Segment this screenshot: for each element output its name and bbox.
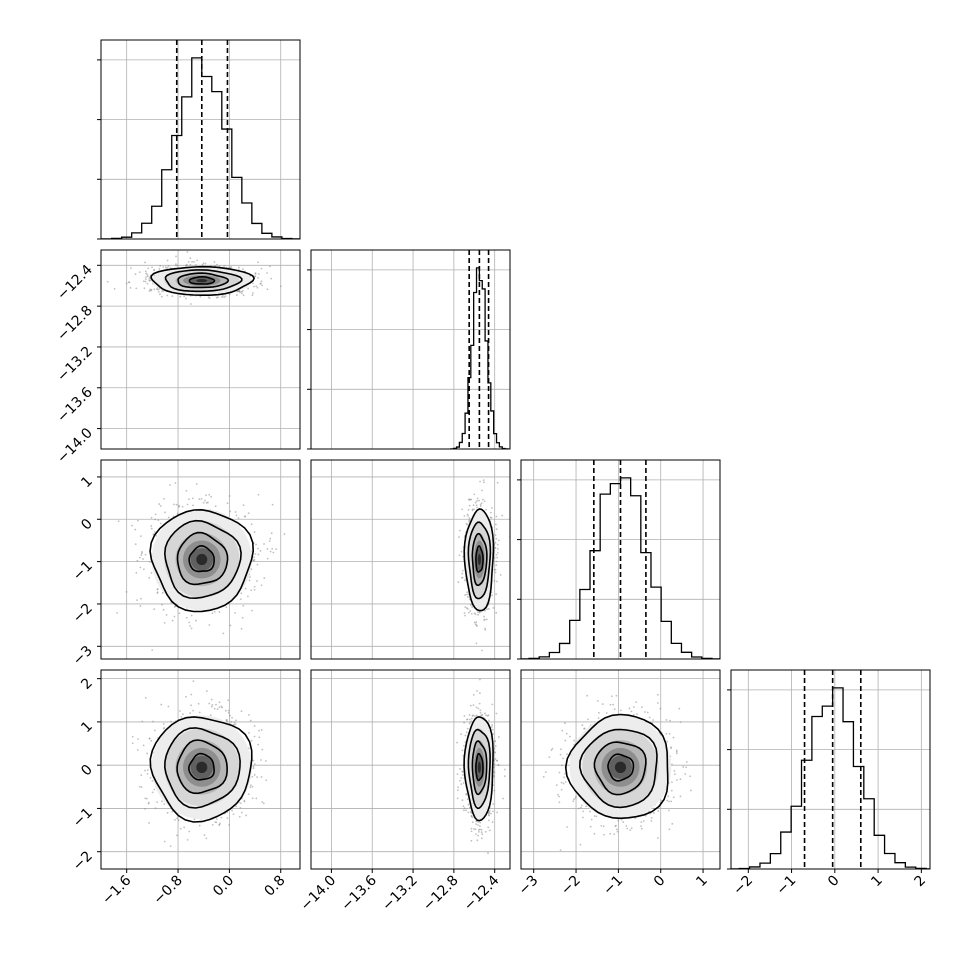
y-tick-label: 0 xyxy=(78,762,96,780)
x-tick-label: −3 xyxy=(516,873,542,899)
panel-frame xyxy=(520,459,721,660)
x-tick-label: 0 xyxy=(651,873,669,891)
y-tick-label: 1 xyxy=(78,473,96,491)
panel-frame xyxy=(100,39,301,240)
x-tick-label: 2 xyxy=(912,873,930,891)
histogram-panel-1 xyxy=(307,249,511,450)
x-tick-label: −1 xyxy=(773,873,799,899)
x-tick-label: −0.8 xyxy=(151,873,186,908)
y-tick-label: 0 xyxy=(78,516,96,534)
scatter-panel-1-3: −14.0 −13.6 −13.2 −12.8 −12.4 xyxy=(298,669,511,915)
histogram-panel-3: −2 −1 0 1 2 xyxy=(727,669,931,899)
panel-frame xyxy=(100,459,301,660)
x-tick-label: −13.2 xyxy=(379,873,421,915)
x-tick-label: −13.6 xyxy=(338,872,380,914)
x-tick-label: −1 xyxy=(600,873,626,899)
y-tick-label: 2 xyxy=(78,675,96,693)
scatter-panel-0-3: −2 −1 0 1 2 −1.6 −0.8 0.0 0.8 xyxy=(70,669,301,908)
y-tick-label: −1 xyxy=(70,558,96,584)
y-tick-label: −12.4 xyxy=(54,262,96,304)
contour-lines xyxy=(463,716,494,822)
y-tick-label: −2 xyxy=(70,600,96,626)
x-tick-label: −2 xyxy=(558,873,584,899)
y-tick-label: 1 xyxy=(78,718,96,736)
y-tick-label: −13.6 xyxy=(54,384,96,426)
grid-lines xyxy=(731,670,930,869)
panel-frame xyxy=(100,669,301,870)
contour-lines xyxy=(564,713,669,820)
panel-frame xyxy=(100,249,301,450)
y-tick-label: −13.2 xyxy=(54,343,96,385)
x-tick-label: 0.0 xyxy=(210,873,237,900)
x-tick-label: −2 xyxy=(730,873,756,899)
y-tick-label: −14.0 xyxy=(54,425,96,467)
x-tick-label: 0.8 xyxy=(262,873,289,900)
panel-frame xyxy=(730,669,931,870)
contour-lines xyxy=(150,265,256,296)
contour-lines xyxy=(149,716,253,823)
grid-lines xyxy=(311,670,510,869)
scatter-panel-0-2: −3 −2 −1 0 1 xyxy=(70,459,301,669)
x-tick-label: −1.6 xyxy=(99,872,134,907)
y-tick-label: −2 xyxy=(70,848,96,874)
panel-frame xyxy=(310,459,511,660)
y-tick-label: −1 xyxy=(70,805,96,831)
y-tick-label: −3 xyxy=(70,643,96,669)
x-tick-label: 1 xyxy=(868,873,886,891)
histogram-panel-0 xyxy=(97,39,301,240)
panel-frame xyxy=(310,249,511,450)
scatter-panel-0-1: −14.0−13.6−13.2−12.8−12.4 xyxy=(54,249,301,467)
x-tick-label: −14.0 xyxy=(298,873,340,915)
panel-frame xyxy=(310,669,511,870)
y-tick-label: −12.8 xyxy=(54,303,96,345)
x-tick-label: 1 xyxy=(693,873,711,891)
x-tick-label: −12.8 xyxy=(420,873,462,915)
scatter-panel-1-2 xyxy=(310,459,511,660)
scatter-panel-2-3: −3 −2 −1 0 1 xyxy=(516,669,721,899)
density-shading xyxy=(151,508,252,611)
panel-frame xyxy=(520,669,721,870)
histogram-panel-2 xyxy=(517,459,721,660)
grid-lines xyxy=(101,40,300,239)
x-tick-label: 0 xyxy=(825,873,843,891)
contour-lines xyxy=(463,508,495,612)
x-tick-label: −12.4 xyxy=(461,872,503,914)
contour-lines xyxy=(149,508,255,613)
